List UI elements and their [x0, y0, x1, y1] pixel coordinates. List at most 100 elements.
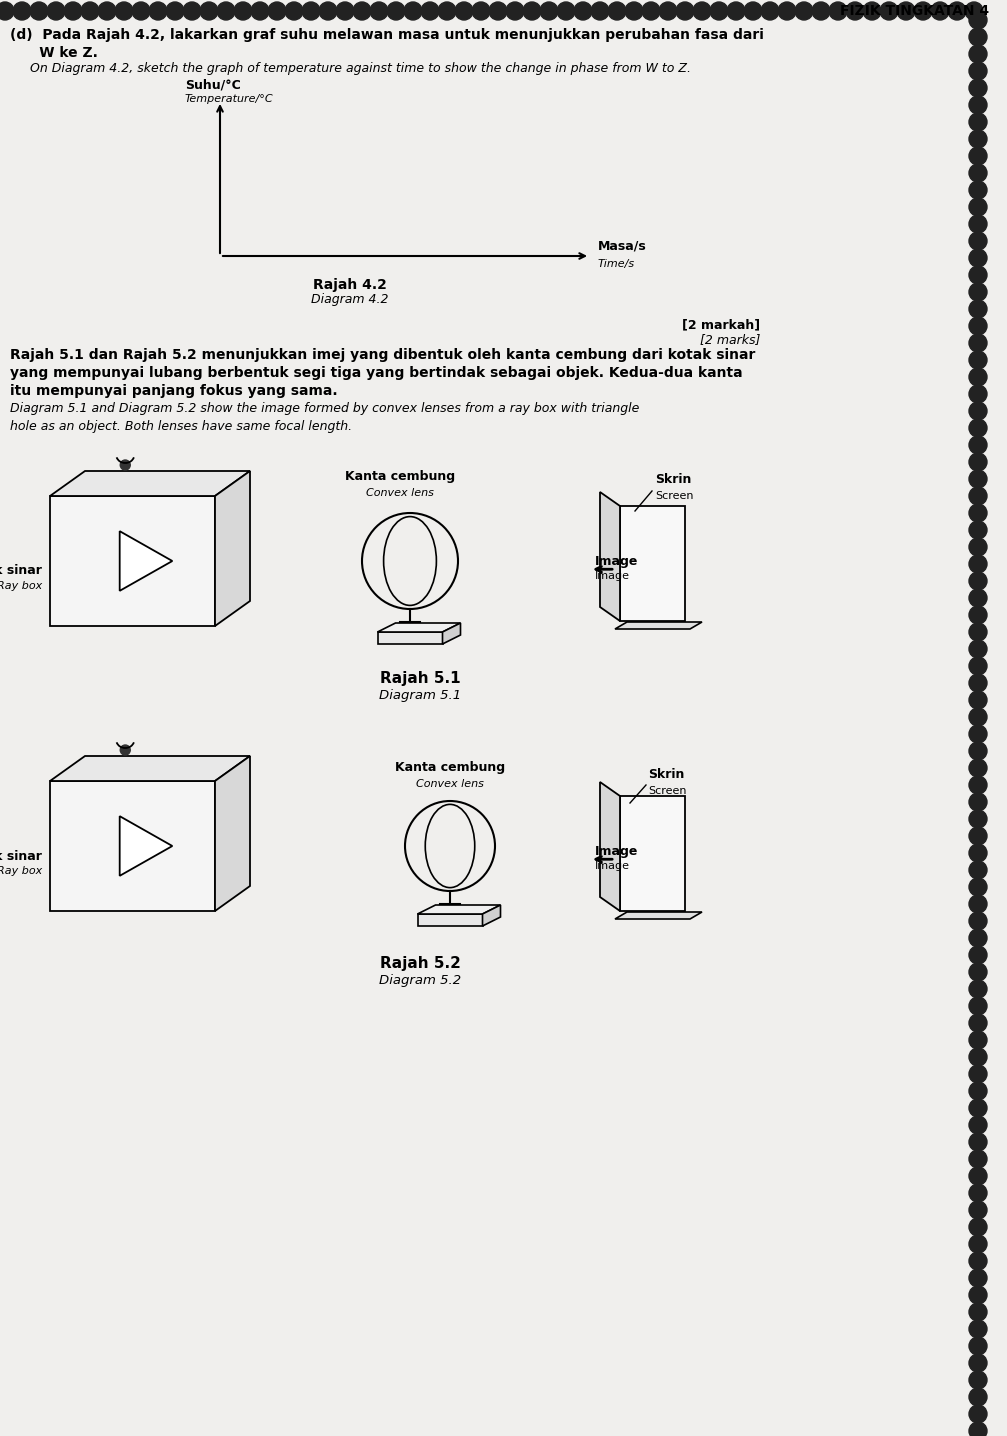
Circle shape [969, 844, 987, 862]
Text: (d)  Pada Rajah 4.2, lakarkan graf suhu melawan masa untuk menunjukkan perubahan: (d) Pada Rajah 4.2, lakarkan graf suhu m… [10, 27, 764, 42]
Circle shape [302, 1, 320, 20]
Circle shape [969, 979, 987, 998]
Circle shape [969, 1099, 987, 1117]
Circle shape [234, 1, 252, 20]
Circle shape [969, 775, 987, 794]
Polygon shape [50, 755, 250, 781]
Circle shape [472, 1, 490, 20]
Circle shape [969, 452, 987, 471]
Circle shape [969, 877, 987, 896]
Circle shape [969, 1404, 987, 1423]
Circle shape [969, 793, 987, 811]
Circle shape [863, 1, 881, 20]
Circle shape [969, 437, 987, 454]
Circle shape [969, 521, 987, 538]
Circle shape [489, 1, 507, 20]
Polygon shape [378, 623, 460, 632]
Polygon shape [120, 531, 172, 590]
Circle shape [969, 470, 987, 488]
Text: [2 markah]: [2 markah] [682, 317, 760, 332]
Circle shape [969, 164, 987, 182]
Polygon shape [50, 495, 215, 626]
Circle shape [969, 691, 987, 709]
Text: Rajah 5.1: Rajah 5.1 [380, 671, 460, 686]
Circle shape [30, 1, 48, 20]
Circle shape [761, 1, 779, 20]
Text: Diagram 5.1 and Diagram 5.2 show the image formed by convex lenses from a ray bo: Diagram 5.1 and Diagram 5.2 show the ima… [10, 402, 639, 415]
Circle shape [557, 1, 575, 20]
Circle shape [969, 181, 987, 200]
Circle shape [438, 1, 456, 20]
Circle shape [969, 131, 987, 148]
Circle shape [591, 1, 609, 20]
Circle shape [969, 572, 987, 590]
Circle shape [969, 895, 987, 913]
Text: Rajah 5.2: Rajah 5.2 [380, 956, 460, 971]
Polygon shape [442, 623, 460, 643]
Circle shape [969, 912, 987, 931]
Circle shape [574, 1, 592, 20]
Circle shape [727, 1, 745, 20]
Circle shape [523, 1, 541, 20]
Circle shape [880, 1, 898, 20]
Circle shape [0, 1, 14, 20]
Polygon shape [418, 913, 482, 926]
Text: Diagram 4.2: Diagram 4.2 [311, 293, 389, 306]
Polygon shape [215, 471, 250, 626]
Circle shape [13, 1, 31, 20]
Text: hole as an object. Both lenses have same focal length.: hole as an object. Both lenses have same… [10, 419, 352, 434]
Text: Image: Image [595, 844, 638, 857]
Text: FIZIK TINGKATAN 4: FIZIK TINGKATAN 4 [840, 4, 989, 19]
Polygon shape [600, 783, 620, 910]
Polygon shape [600, 493, 620, 620]
Circle shape [268, 1, 286, 20]
Text: W ke Z.: W ke Z. [10, 46, 98, 60]
Text: Ray box: Ray box [0, 582, 42, 592]
Polygon shape [50, 781, 215, 910]
Circle shape [965, 1, 983, 20]
Circle shape [969, 1185, 987, 1202]
Text: itu mempunyai panjang fokus yang sama.: itu mempunyai panjang fokus yang sama. [10, 383, 337, 398]
Circle shape [506, 1, 524, 20]
Circle shape [969, 1066, 987, 1083]
Polygon shape [482, 905, 500, 926]
Circle shape [969, 335, 987, 352]
Circle shape [969, 862, 987, 879]
Circle shape [285, 1, 303, 20]
Circle shape [969, 402, 987, 419]
Circle shape [710, 1, 728, 20]
Circle shape [969, 1287, 987, 1304]
Text: Diagram 5.1: Diagram 5.1 [379, 689, 461, 702]
Circle shape [969, 1031, 987, 1050]
Text: Skrin: Skrin [648, 768, 685, 781]
Circle shape [200, 1, 218, 20]
Circle shape [897, 1, 915, 20]
Circle shape [969, 673, 987, 692]
Text: Diagram 5.2: Diagram 5.2 [379, 974, 461, 987]
Circle shape [969, 368, 987, 386]
Circle shape [969, 45, 987, 63]
Circle shape [642, 1, 660, 20]
Circle shape [969, 640, 987, 658]
Text: Kotak sinar: Kotak sinar [0, 850, 42, 863]
Polygon shape [615, 622, 702, 629]
Circle shape [969, 1389, 987, 1406]
Circle shape [969, 1269, 987, 1287]
Circle shape [969, 760, 987, 777]
Circle shape [969, 1116, 987, 1134]
Circle shape [969, 1302, 987, 1321]
Circle shape [47, 1, 65, 20]
Circle shape [353, 1, 371, 20]
Circle shape [931, 1, 949, 20]
Circle shape [969, 283, 987, 302]
Circle shape [969, 623, 987, 640]
Circle shape [969, 350, 987, 369]
Text: Image: Image [595, 572, 630, 582]
Text: On Diagram 4.2, sketch the graph of temperature against time to show the change : On Diagram 4.2, sketch the graph of temp… [30, 62, 691, 75]
Circle shape [969, 266, 987, 284]
Circle shape [969, 317, 987, 335]
Circle shape [251, 1, 269, 20]
Circle shape [969, 504, 987, 523]
Circle shape [969, 248, 987, 267]
Text: Convex lens: Convex lens [416, 778, 484, 788]
